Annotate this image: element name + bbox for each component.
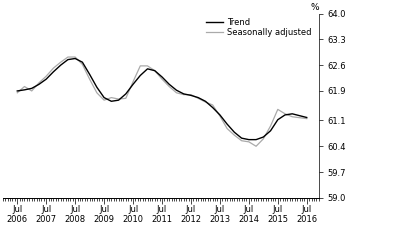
Legend: Trend, Seasonally adjusted: Trend, Seasonally adjusted	[206, 18, 312, 37]
Text: %: %	[310, 3, 319, 12]
